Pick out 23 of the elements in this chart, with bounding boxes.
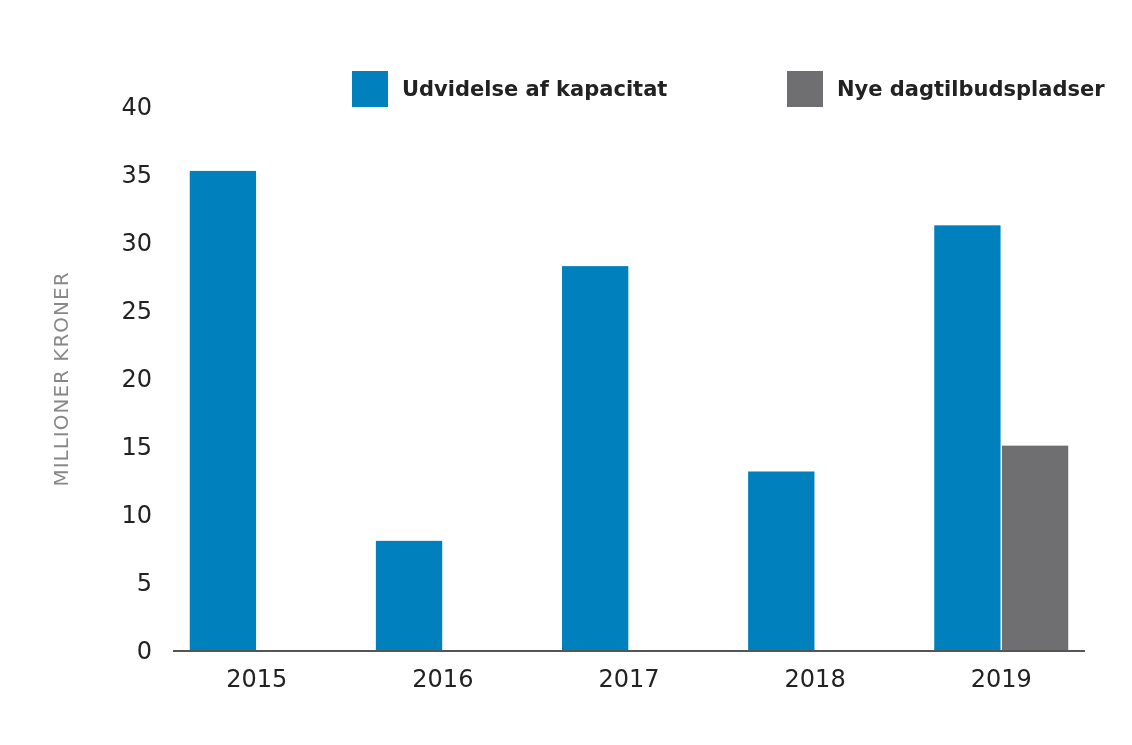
y-axis-title: MILLIONER KRONER bbox=[49, 271, 73, 487]
bar bbox=[748, 471, 815, 651]
bar bbox=[189, 170, 257, 651]
x-tick-label: 2018 bbox=[784, 665, 846, 693]
bar bbox=[375, 540, 443, 651]
y-tick-label: 20 bbox=[121, 365, 152, 394]
x-tick-label: 2015 bbox=[226, 665, 288, 693]
y-tick-label: 35 bbox=[121, 161, 152, 190]
x-tick-label: 2016 bbox=[412, 665, 474, 693]
y-tick-label: 30 bbox=[121, 229, 152, 258]
y-tick-label: 5 bbox=[136, 569, 152, 598]
y-tick-label: 40 bbox=[121, 93, 152, 122]
y-tick-label: 0 bbox=[136, 637, 152, 666]
legend-label: Udvidelse af kapacitat bbox=[402, 77, 668, 102]
y-tick-label: 25 bbox=[121, 297, 152, 326]
legend-label: Nye dagtilbudspladser bbox=[837, 77, 1106, 102]
bar bbox=[1001, 445, 1069, 651]
x-tick-label: 2017 bbox=[598, 665, 660, 693]
y-tick-label: 10 bbox=[121, 501, 152, 530]
bar bbox=[934, 225, 1001, 651]
bar bbox=[562, 266, 629, 651]
y-tick-label: 15 bbox=[121, 433, 152, 462]
x-tick-label: 2019 bbox=[970, 665, 1032, 693]
